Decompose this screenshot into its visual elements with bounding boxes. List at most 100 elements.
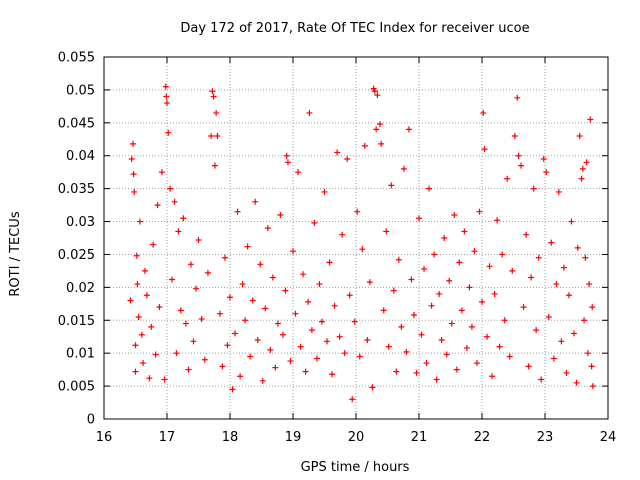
data-point	[476, 208, 483, 215]
data-point	[242, 317, 249, 324]
data-point	[578, 175, 585, 182]
data-point	[138, 331, 145, 338]
data-point	[234, 208, 241, 215]
data-point	[504, 175, 511, 182]
data-point	[300, 271, 307, 278]
data-point	[479, 298, 485, 305]
y-tick-label: 0.03	[66, 215, 95, 230]
data-point	[545, 313, 552, 320]
data-point	[140, 360, 147, 367]
data-point	[560, 264, 567, 271]
data-point	[190, 338, 197, 345]
x-tick-label: 23	[537, 430, 554, 445]
x-axis-label: GPS time / hours	[301, 460, 410, 475]
data-point	[568, 218, 575, 225]
y-tick-label: 0.055	[58, 51, 95, 66]
data-point	[344, 156, 351, 163]
data-point	[192, 285, 199, 292]
data-point	[224, 342, 231, 349]
x-tick-label: 17	[159, 430, 176, 445]
data-point	[448, 320, 455, 327]
data-point	[295, 169, 302, 176]
data-point	[274, 320, 281, 327]
data-point	[515, 152, 522, 159]
data-point	[210, 93, 217, 100]
data-point	[279, 331, 286, 338]
y-tick-label: 0.045	[58, 116, 95, 131]
data-point	[548, 239, 555, 246]
y-tick-label: 0	[87, 413, 95, 428]
data-point	[173, 350, 180, 357]
data-point	[219, 363, 226, 370]
data-point	[148, 323, 155, 330]
data-point	[383, 228, 390, 235]
data-point	[468, 323, 475, 330]
data-point	[227, 294, 233, 301]
data-point	[413, 369, 420, 376]
data-point	[287, 358, 294, 365]
data-point	[426, 185, 433, 192]
data-point	[152, 351, 159, 358]
data-point	[209, 88, 216, 95]
data-point	[565, 292, 572, 299]
axis-ticks: 16 17 18 19 20 21 22 23 24 0 0.005 0.01 0.015 0.02 0.0…	[58, 51, 616, 446]
data-point	[180, 215, 187, 222]
data-point	[540, 156, 547, 163]
data-point	[169, 276, 176, 283]
data-point	[443, 351, 450, 358]
data-point	[471, 248, 478, 255]
data-point	[284, 159, 291, 166]
data-point	[550, 355, 557, 362]
data-point	[501, 317, 508, 324]
data-point	[436, 290, 443, 297]
data-point	[128, 156, 135, 163]
data-point	[573, 379, 580, 386]
data-point	[346, 292, 353, 299]
data-point	[208, 132, 215, 139]
data-point	[349, 396, 356, 403]
data-point	[378, 140, 385, 147]
data-point	[302, 368, 309, 375]
data-point	[134, 281, 141, 288]
data-point	[530, 185, 537, 192]
data-point	[373, 126, 380, 133]
data-point	[410, 312, 417, 319]
y-tick-label: 0.015	[58, 314, 95, 329]
x-tick-label: 20	[348, 430, 365, 445]
data-point	[416, 215, 422, 222]
data-point	[254, 337, 261, 344]
data-point	[574, 244, 581, 251]
data-point	[131, 188, 138, 195]
data-point	[283, 152, 290, 159]
data-point	[321, 188, 328, 195]
data-point	[369, 384, 376, 391]
data-point	[264, 225, 271, 232]
data-point	[239, 281, 246, 288]
data-point	[588, 363, 595, 370]
data-point	[491, 290, 498, 297]
data-point	[553, 281, 560, 288]
data-point	[366, 279, 373, 286]
data-point	[371, 88, 378, 95]
data-points	[127, 83, 596, 403]
data-point	[584, 350, 591, 357]
data-point	[535, 254, 542, 261]
data-point	[533, 327, 540, 334]
data-point	[341, 350, 348, 357]
data-point	[308, 327, 315, 334]
data-point	[318, 318, 325, 325]
data-point	[423, 360, 430, 367]
data-point	[130, 171, 137, 178]
data-point	[216, 310, 223, 317]
data-point	[579, 165, 586, 172]
data-point	[570, 330, 577, 337]
data-point	[313, 355, 320, 362]
data-point	[481, 146, 488, 153]
plot-frame	[103, 56, 609, 420]
data-point	[334, 149, 341, 156]
data-point	[141, 267, 148, 274]
data-point	[211, 162, 218, 169]
data-point	[511, 132, 518, 139]
data-point	[297, 343, 304, 350]
